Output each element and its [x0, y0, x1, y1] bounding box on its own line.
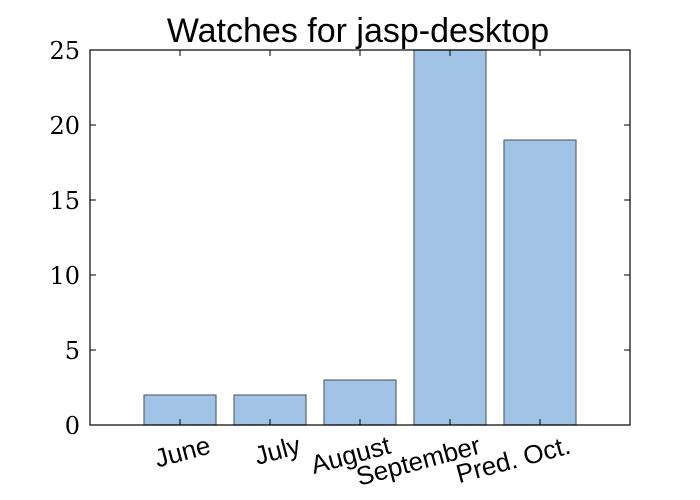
- y-tick-label-0: 0: [65, 412, 80, 440]
- chart-title: Watches for jasp-desktop: [167, 12, 549, 50]
- y-tick-label-3: 15: [49, 187, 80, 215]
- y-tick-labels: 0 5 10 15 20 25: [49, 37, 80, 440]
- x-tick-label-0: June: [151, 430, 213, 474]
- bar-4: [503, 139, 577, 426]
- y-tick-label-4: 20: [49, 112, 80, 140]
- y-tick-label-1: 5: [65, 337, 80, 365]
- bar-3: [413, 49, 487, 426]
- bars-group: [143, 49, 577, 426]
- y-tick-label-2: 10: [49, 262, 80, 290]
- y-tick-label-5: 25: [49, 37, 80, 65]
- x-tick-label-1: July: [251, 430, 303, 471]
- bar-2: [323, 379, 397, 426]
- plot-frame: [89, 49, 631, 426]
